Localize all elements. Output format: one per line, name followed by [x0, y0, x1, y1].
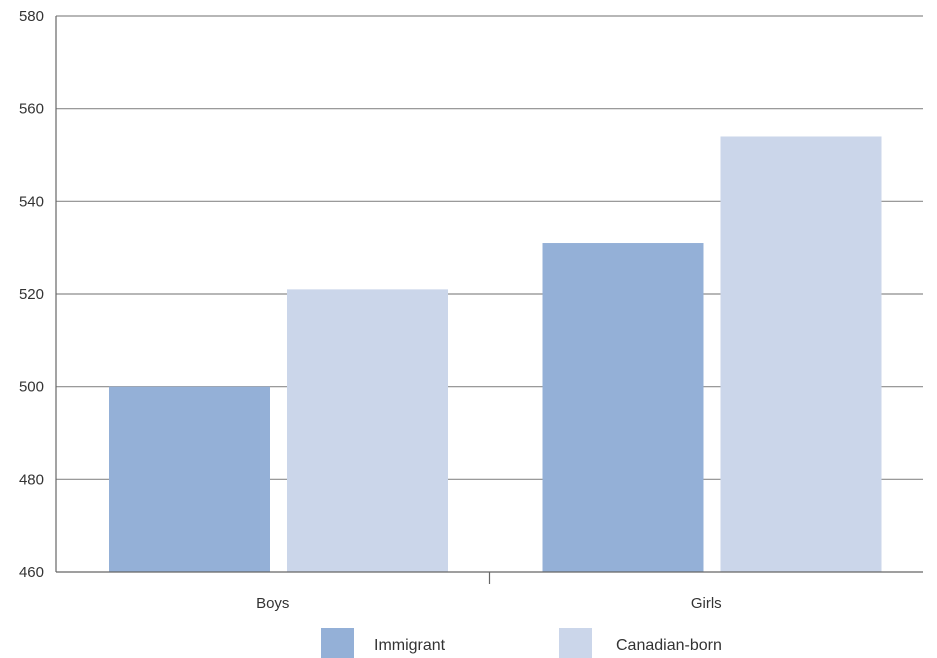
bar-boys-immigrant [109, 386, 270, 572]
y-tick-label-560: 560 [19, 101, 44, 118]
bar-girls-canadian-born [720, 136, 882, 572]
x-tick-label-girls: Girls [691, 595, 722, 612]
y-tick-label-580: 580 [19, 8, 44, 25]
bar-girls-immigrant [542, 243, 704, 573]
legend-label-canadian-born: Canadian-born [616, 637, 722, 654]
y-tick-label-460: 460 [19, 564, 44, 581]
legend-label-immigrant: Immigrant [374, 637, 446, 654]
x-tick-label-boys: Boys [256, 595, 289, 612]
bars [109, 136, 882, 573]
axes: 460 480 500 520 540 560 580 Boys Girls [19, 8, 923, 612]
legend: Immigrant Canadian-born [321, 628, 722, 658]
y-tick-label-480: 480 [19, 471, 44, 488]
legend-swatch-canadian-born [559, 628, 592, 658]
bar-boys-canadian-born [287, 289, 448, 572]
y-tick-label-520: 520 [19, 286, 44, 303]
legend-swatch-immigrant [321, 628, 354, 658]
y-tick-label-540: 540 [19, 193, 44, 210]
y-tick-label-500: 500 [19, 379, 44, 396]
